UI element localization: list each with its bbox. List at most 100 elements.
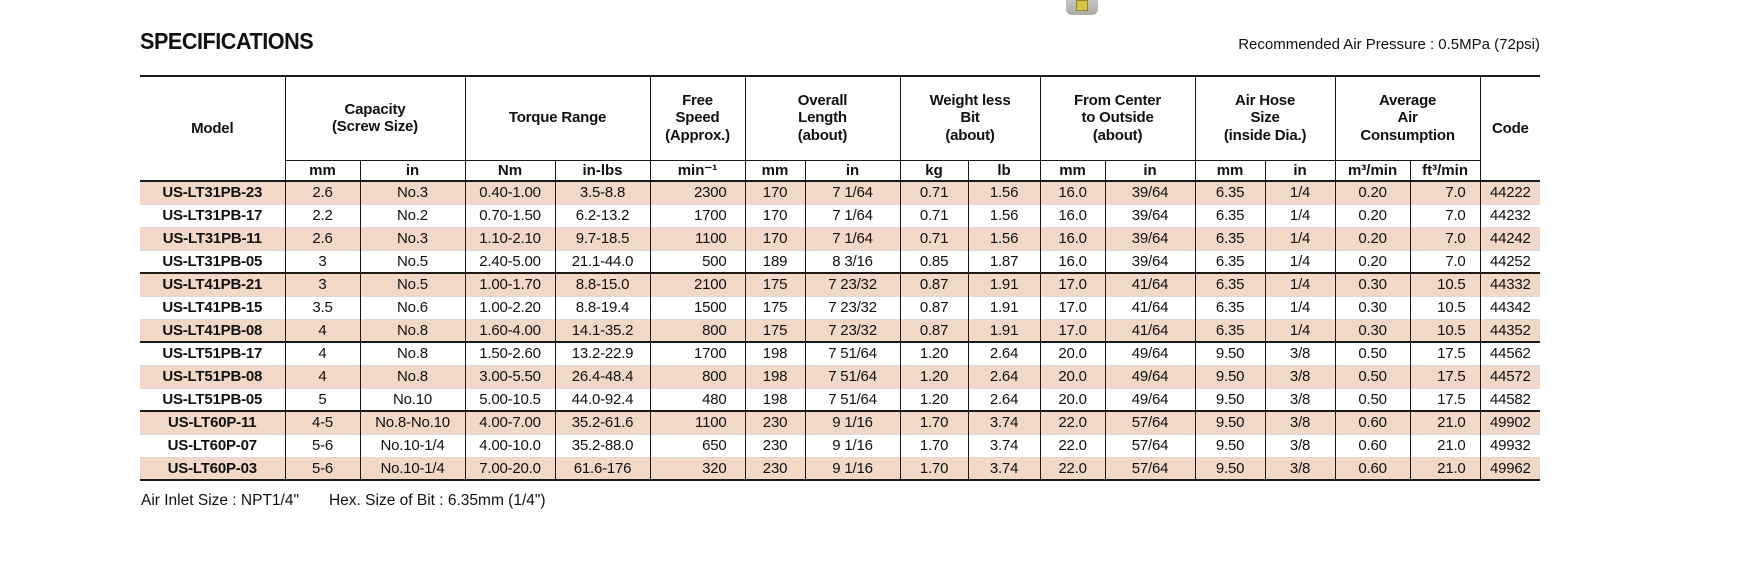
cell-capacity-mm: 5 (284, 387, 360, 411)
cell-weight-lb: 2.64 (967, 341, 1041, 365)
cell-model: US-LT51PB-08 (140, 364, 285, 388)
cell-length-mm: 230 (744, 410, 806, 434)
cell-free-speed: 1100 (649, 410, 746, 434)
column-header-torque-range: Torque Range (464, 75, 651, 160)
column-header-air-hose-size: Air Hose Size (inside Dia.) (1194, 75, 1336, 160)
unit-header-capacity-2: in (359, 159, 465, 181)
cell-weight-lb: 3.74 (967, 433, 1041, 457)
cell-length-in: 7 51/64 (804, 364, 901, 388)
cell-free-speed: 2100 (649, 272, 746, 296)
cell-length-mm: 175 (744, 272, 806, 296)
cell-free-speed: 1100 (649, 226, 746, 250)
cell-torque-nm: 0.70-1.50 (464, 203, 555, 227)
cell-length-mm: 170 (744, 226, 806, 250)
cell-air-m3min: 0.50 (1334, 364, 1411, 388)
cell-air-m3min: 0.60 (1334, 456, 1411, 481)
cell-code: 49962 (1479, 456, 1541, 481)
cell-hose-in: 1/4 (1264, 203, 1336, 227)
cell-weight-lb: 1.87 (967, 249, 1041, 273)
cell-code: 44242 (1479, 226, 1541, 250)
cell-weight-lb: 1.91 (967, 272, 1041, 296)
cell-length-in: 7 23/32 (804, 295, 901, 319)
cell-length-in: 7 23/32 (804, 318, 901, 342)
column-header-air-consumption: Average Air Consumption (1334, 75, 1481, 160)
header-label-row: Model Capacity (Screw Size) Torque Range Fr… (140, 75, 1541, 181)
cell-hose-in: 3/8 (1264, 341, 1336, 365)
table-row: US-LT41PB-15 3.5 No.6 1.00-2.20 8.8-19.4 1500… (140, 295, 1541, 319)
cell-air-ft3min: 17.5 (1409, 364, 1481, 388)
cell-weight-lb: 1.56 (967, 226, 1041, 250)
cell-weight-kg: 1.20 (899, 364, 969, 388)
cell-torque-inlbs: 14.1-35.2 (554, 318, 651, 342)
cell-center-in: 57/64 (1104, 433, 1196, 457)
table-row: US-LT51PB-08 4 No.8 3.00-5.50 26.4-48.4 800 19… (140, 364, 1541, 388)
cell-free-speed: 650 (649, 433, 746, 457)
air-inlet-size-note: Air Inlet Size : NPT1/4" (141, 492, 299, 509)
column-header-center-to-outside: From Center to Outside (about) (1039, 75, 1196, 160)
cell-model: US-LT60P-07 (140, 433, 285, 457)
cell-capacity-in: No.2 (359, 203, 465, 227)
cell-air-m3min: 0.30 (1334, 318, 1411, 342)
cell-torque-inlbs: 13.2-22.9 (554, 341, 651, 365)
unit-header-center-to-outside-2: in (1104, 159, 1196, 181)
cell-torque-nm: 2.40-5.00 (464, 249, 555, 273)
cell-length-mm: 230 (744, 433, 806, 457)
cell-hose-in: 1/4 (1264, 272, 1336, 296)
cell-length-mm: 198 (744, 387, 806, 411)
cell-capacity-in: No.10 (359, 387, 465, 411)
table-row: US-LT31PB-17 2.2 No.2 0.70-1.50 6.2-13.2 1700… (140, 203, 1541, 227)
unit-header-air-hose-size-1: mm (1194, 159, 1266, 181)
cell-torque-nm: 4.00-10.0 (464, 433, 555, 457)
cell-capacity-mm: 4-5 (284, 410, 360, 434)
cell-code: 44352 (1479, 318, 1541, 342)
cell-capacity-in: No.10-1/4 (359, 456, 465, 481)
cell-model: US-LT51PB-17 (140, 341, 285, 365)
unit-header-overall-length-1: mm (744, 159, 806, 181)
cell-capacity-mm: 2.6 (284, 180, 360, 204)
unit-header-air-consumption-2: ft³/min (1409, 159, 1481, 181)
cell-hose-in: 1/4 (1264, 226, 1336, 250)
cell-air-m3min: 0.20 (1334, 203, 1411, 227)
cell-capacity-mm: 3 (284, 249, 360, 273)
cell-air-m3min: 0.60 (1334, 410, 1411, 434)
cell-air-ft3min: 7.0 (1409, 249, 1481, 273)
cell-air-m3min: 0.20 (1334, 180, 1411, 204)
cell-air-ft3min: 7.0 (1409, 180, 1481, 204)
cell-air-m3min: 0.30 (1334, 295, 1411, 319)
cell-center-in: 49/64 (1104, 387, 1196, 411)
cell-air-ft3min: 10.5 (1409, 318, 1481, 342)
cell-center-mm: 17.0 (1039, 295, 1106, 319)
cell-center-in: 49/64 (1104, 364, 1196, 388)
table-row: US-LT60P-07 5-6 No.10-1/4 4.00-10.0 35.2-88.… (140, 433, 1541, 457)
cell-torque-inlbs: 26.4-48.4 (554, 364, 651, 388)
cell-code: 44342 (1479, 295, 1541, 319)
table-row: US-LT31PB-05 3 No.5 2.40-5.00 21.1-44.0 500 18… (140, 249, 1541, 273)
cell-center-mm: 20.0 (1039, 341, 1106, 365)
cell-code: 44582 (1479, 387, 1541, 411)
unit-header-center-to-outside-1: mm (1039, 159, 1106, 181)
cell-torque-nm: 3.00-5.50 (464, 364, 555, 388)
cell-air-ft3min: 7.0 (1409, 203, 1481, 227)
cell-weight-kg: 1.70 (899, 433, 969, 457)
cell-capacity-in: No.5 (359, 272, 465, 296)
cell-center-mm: 22.0 (1039, 410, 1106, 434)
cell-center-mm: 16.0 (1039, 180, 1106, 204)
column-header-overall-length: Overall Length (about) (744, 75, 901, 160)
cell-length-mm: 170 (744, 203, 806, 227)
cell-hose-mm: 9.50 (1194, 433, 1266, 457)
cell-hose-mm: 9.50 (1194, 341, 1266, 365)
cell-hose-in: 1/4 (1264, 180, 1336, 204)
cell-capacity-mm: 5-6 (284, 433, 360, 457)
cell-length-in: 7 23/32 (804, 272, 901, 296)
cell-length-in: 9 1/16 (804, 433, 901, 457)
cell-weight-lb: 3.74 (967, 456, 1041, 481)
specifications-table: Model Capacity (Screw Size) Torque Range Fr… (140, 75, 1541, 481)
cell-code: 49902 (1479, 410, 1541, 434)
unit-header-overall-length-2: in (804, 159, 901, 181)
cell-model: US-LT60P-03 (140, 456, 285, 481)
cell-capacity-in: No.3 (359, 226, 465, 250)
cell-hose-mm: 9.50 (1194, 364, 1266, 388)
cell-model: US-LT60P-11 (140, 410, 285, 434)
cell-length-mm: 170 (744, 180, 806, 204)
